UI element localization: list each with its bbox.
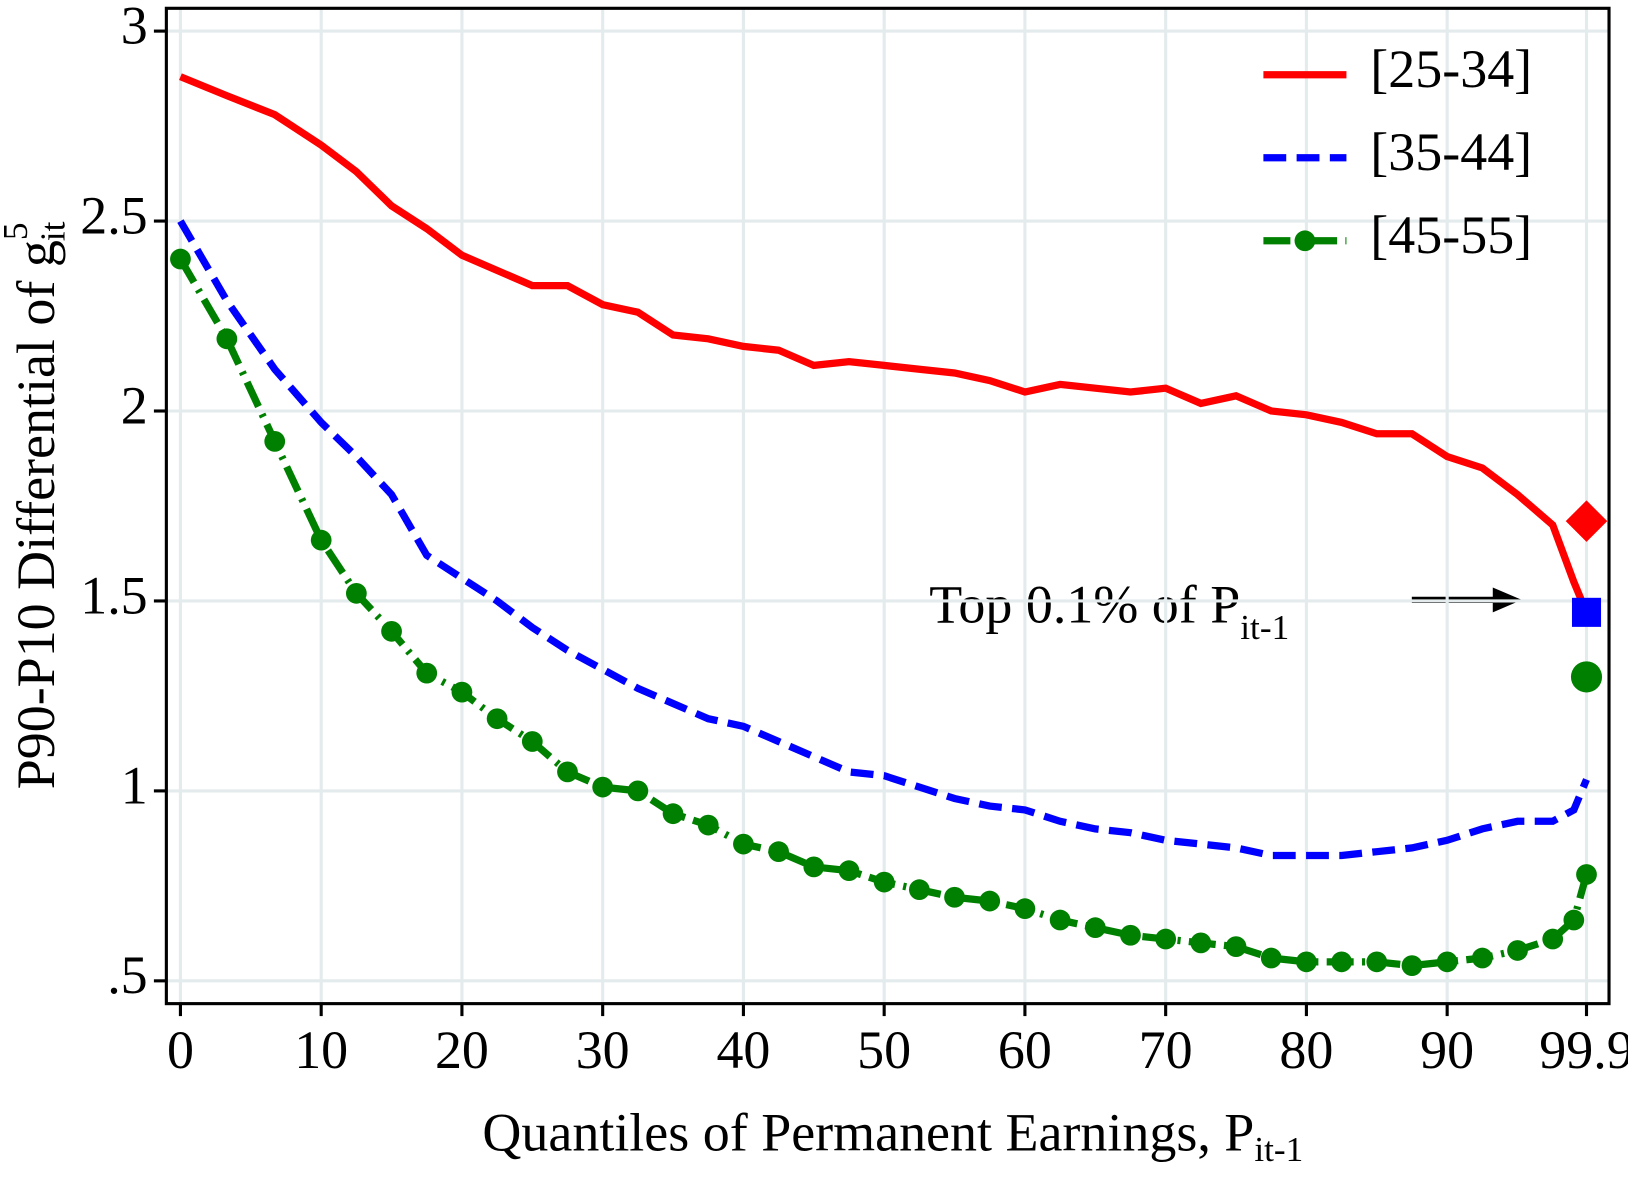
series-point — [216, 328, 238, 350]
x-tick-label: 0 — [167, 1020, 194, 1080]
series-point — [345, 582, 367, 604]
series-point — [1436, 951, 1458, 973]
y-tick-label: 2.5 — [80, 185, 147, 245]
series-point — [873, 871, 895, 893]
x-tick-label: 40 — [716, 1020, 770, 1080]
series-point — [908, 879, 930, 901]
series-point — [1366, 951, 1388, 973]
plot-frame — [164, 6, 1611, 1006]
series-point — [1049, 909, 1071, 931]
series-point — [1576, 864, 1597, 885]
x-tick-label: 30 — [576, 1020, 630, 1080]
annotation: Top 0.1% of Pit-1 — [929, 575, 1289, 647]
series-point — [451, 681, 473, 703]
series-point — [264, 431, 286, 452]
series-line — [179, 73, 1590, 614]
x-tick-label: 60 — [998, 1020, 1052, 1080]
series-point — [627, 780, 649, 802]
series-point — [1190, 932, 1212, 954]
y-label-text: P90-P10 Differential of g — [6, 240, 66, 789]
x-tick-label: 70 — [1139, 1020, 1193, 1080]
x-label-sub: it-1 — [1254, 1130, 1303, 1169]
series-point — [768, 841, 789, 863]
x-tick-label: 80 — [1279, 1020, 1333, 1080]
series-point — [1331, 951, 1352, 973]
series-point — [1120, 924, 1141, 946]
series-point — [838, 860, 860, 882]
x-label-text: Quantiles of Permanent Earnings, P — [482, 1103, 1254, 1163]
x-axis-label: Quantiles of Permanent Earnings, Pit-1 — [482, 1103, 1303, 1169]
series-point — [170, 248, 191, 270]
x-tick-label: 20 — [435, 1020, 489, 1080]
series-point — [1471, 947, 1493, 969]
y-tick-label: .5 — [107, 945, 147, 1005]
legend-label: [25-34] — [1370, 39, 1532, 99]
series-point — [486, 708, 508, 730]
series-point — [1401, 955, 1423, 977]
top-marker — [1565, 500, 1608, 542]
annotation-text: Top 0.1% of P — [929, 575, 1240, 635]
series-point — [1260, 947, 1282, 969]
series-point — [521, 731, 543, 752]
series-point — [1084, 917, 1106, 939]
y-tick-label: 1 — [121, 755, 148, 815]
series-point — [733, 833, 754, 855]
series-point — [1155, 928, 1177, 950]
top-marker — [1570, 661, 1603, 693]
series-point — [381, 620, 402, 642]
series-line — [177, 219, 1590, 860]
series-point — [697, 814, 719, 836]
series-point — [1507, 940, 1528, 961]
series-point — [557, 761, 578, 783]
series-point — [803, 856, 825, 878]
y-axis-label: P90-P10 Differential of g5it — [0, 221, 72, 789]
y-label-sup: 5 — [0, 223, 35, 241]
legend-label: [35-44] — [1370, 122, 1532, 182]
x-tick-label: 10 — [294, 1020, 348, 1080]
series-point — [1014, 898, 1036, 920]
x-tick-label: 90 — [1420, 1020, 1474, 1080]
series-point — [416, 662, 438, 684]
x-tick-label: 50 — [857, 1020, 911, 1080]
series-point — [662, 803, 684, 825]
series-point — [979, 890, 1001, 912]
series-point — [592, 776, 614, 798]
series-point — [1563, 909, 1585, 931]
series-point — [1296, 951, 1317, 973]
top-marker — [1571, 597, 1602, 627]
series-point — [1542, 928, 1564, 950]
y-tick-label: 2 — [121, 375, 148, 435]
series-point — [310, 529, 332, 551]
x-tick-label: 99.9 — [1539, 1020, 1628, 1080]
annotation-sub: it-1 — [1240, 608, 1289, 647]
series-point — [1225, 936, 1247, 958]
y-tick-label: 1.5 — [80, 565, 147, 625]
series-point — [944, 886, 965, 908]
y-label-sub: it — [33, 221, 72, 241]
legend-marker — [1294, 230, 1316, 252]
y-tick-label: 3 — [121, 0, 148, 55]
legend-label: [45-55] — [1370, 205, 1532, 265]
